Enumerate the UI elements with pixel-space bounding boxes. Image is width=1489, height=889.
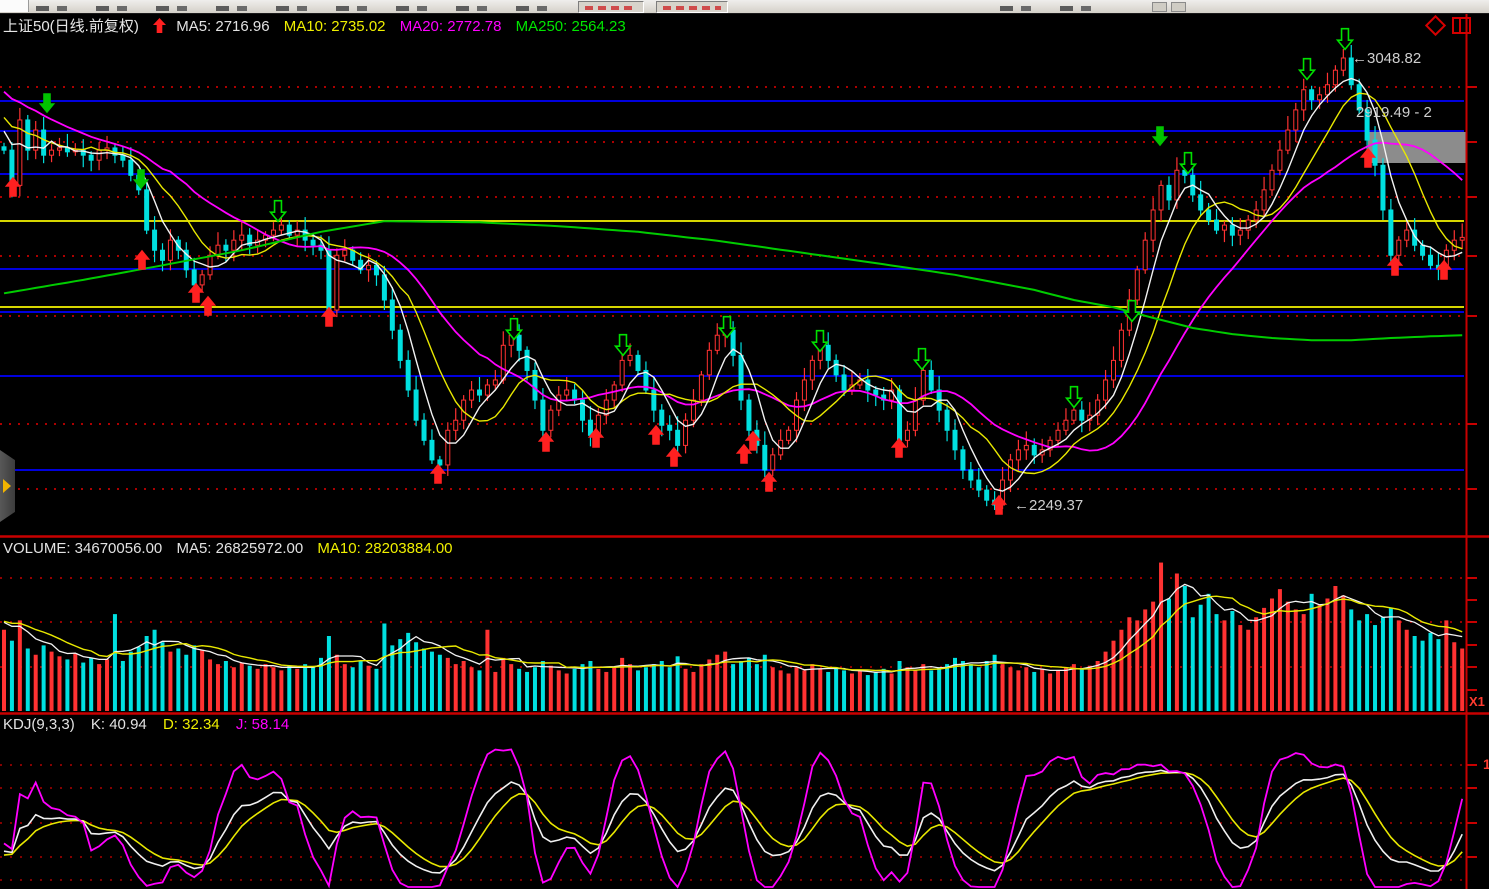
signal-arrow-up (187, 282, 205, 303)
ma250-value: MA250: 2564.23 (515, 18, 626, 35)
signal-arrow-down (912, 347, 932, 371)
kdj-j-value: J: 58.14 (235, 716, 290, 733)
toolbar-mini-button-1[interactable] (1152, 2, 1167, 12)
volume-value: VOLUME: 34670056.00 (3, 540, 163, 557)
signal-arrow-up (4, 176, 22, 197)
toolbar-logo-box (0, 0, 29, 12)
menu-items-cropped[interactable] (36, 6, 556, 11)
kdj-layer (3, 748, 1464, 889)
signal-arrow-down (504, 317, 524, 341)
volume-header: VOLUME: 34670056.00 MA5: 26825972.00 MA1… (3, 540, 453, 557)
signal-arrow-up (1359, 147, 1377, 168)
signal-arrow-up (735, 443, 753, 464)
axis-scale-tag[interactable]: X1 (1469, 694, 1485, 709)
ma10-value: MA10: 2735.02 (283, 18, 386, 35)
signal-arrow-up (760, 471, 778, 492)
axis-layer (0, 14, 1489, 889)
signal-arrow-down (1064, 385, 1084, 409)
signal-arrow-up (744, 430, 762, 451)
split-window-icon[interactable] (1452, 17, 1471, 34)
signal-arrow-down (132, 169, 150, 190)
signal-arrow-down (1122, 299, 1142, 323)
ma5-value: MA5: 2716.96 (176, 18, 270, 35)
diamond-icon[interactable] (1424, 14, 1447, 37)
range-price-label: 2919.49 - 2 (1356, 104, 1432, 121)
signal-arrow-up (133, 249, 151, 270)
signal-arrow-down (1297, 57, 1317, 81)
signal-arrow-down (38, 93, 56, 114)
signal-arrows-layer (4, 27, 1453, 515)
volume-ma10-value: MA10: 28203884.00 (317, 540, 453, 557)
peak-price-label: ←3048.82 (1352, 50, 1422, 67)
signal-arrow-up (665, 446, 683, 467)
volume-ma5-value: MA5: 26825972.00 (176, 540, 304, 557)
signal-arrow-up (1435, 259, 1453, 280)
signal-arrow-up (320, 306, 338, 327)
kdj-name: KDJ(9,3,3) (3, 716, 75, 733)
volume-bars-layer (2, 562, 1465, 711)
signal-arrow-up (1386, 255, 1404, 276)
quote-display-box-1 (578, 1, 644, 13)
kdj-header: KDJ(9,3,3) K: 40.94 D: 32.34 J: 58.14 (3, 716, 289, 733)
signal-arrow-up (647, 424, 665, 445)
signal-arrow-down (1178, 151, 1198, 175)
axis-partial-tick-label: 1 (1483, 756, 1489, 772)
signal-arrow-up (537, 431, 555, 452)
pane-corner-icons (1424, 14, 1471, 37)
candles-layer (1, 45, 1465, 510)
quote-header: 上证50(日线.前复权) MA5: 2716.96 MA10: 2735.02 … (3, 15, 636, 36)
volume-ma-layer (3, 583, 1463, 673)
signal-arrow-down (1335, 27, 1355, 51)
toolbar-right-items-cropped[interactable] (1000, 6, 1118, 11)
signal-arrow-up (429, 463, 447, 484)
signal-arrow-up (990, 494, 1008, 515)
kdj-d-value: D: 32.34 (162, 716, 220, 733)
signal-arrow-up (587, 427, 605, 448)
signal-arrow-down (1151, 126, 1169, 147)
signal-arrow-up (890, 437, 908, 458)
price-ma-layer (3, 77, 1463, 492)
signal-arrow-down (717, 315, 737, 339)
signal-arrow-down (268, 199, 288, 223)
signal-arrow-down (810, 329, 830, 353)
kdj-k-value: K: 40.94 (90, 716, 147, 733)
expand-arrow-icon (3, 479, 11, 493)
up-arrow-icon (153, 18, 170, 35)
trough-price-label: ←2249.37 (1014, 497, 1084, 514)
quote-display-box-2 (656, 1, 728, 13)
instrument-title: 上证50(日线.前复权) (3, 18, 139, 35)
signal-arrow-down (613, 333, 633, 357)
panel-expand-handle[interactable] (0, 450, 15, 522)
signal-arrow-up (199, 295, 217, 316)
menu-toolbar[interactable] (0, 0, 1489, 14)
gridlines-layer (0, 86, 1464, 881)
toolbar-mini-button-2[interactable] (1171, 2, 1186, 12)
ma20-value: MA20: 2772.78 (399, 18, 502, 35)
